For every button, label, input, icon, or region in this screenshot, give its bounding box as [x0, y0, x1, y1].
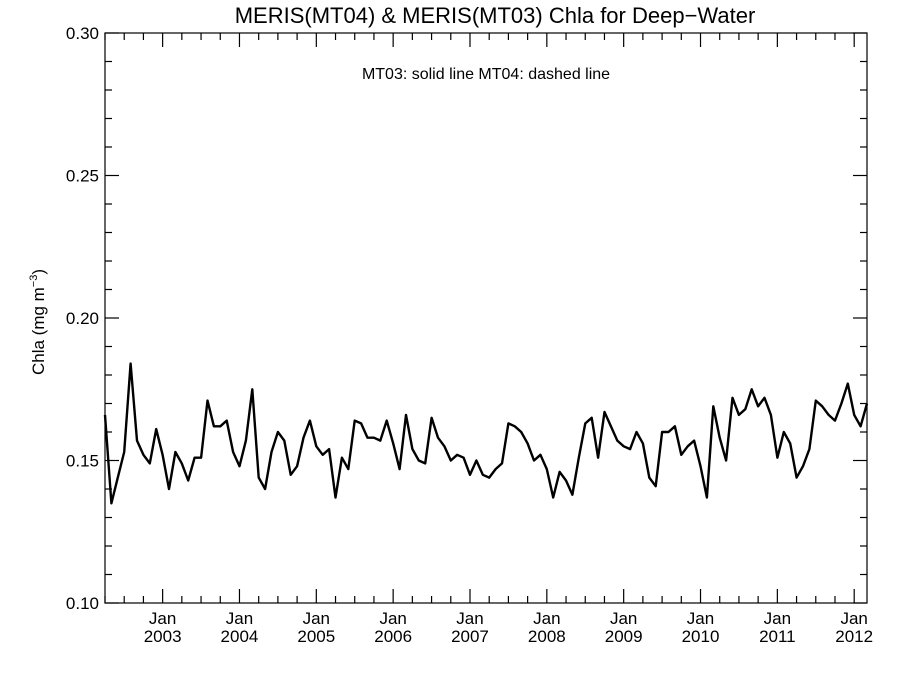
- x-tick-label-month: Jan: [379, 609, 406, 628]
- x-tick-label-month: Jan: [687, 609, 714, 628]
- x-tick-label-month: Jan: [149, 609, 176, 628]
- y-axis: 0.10 0.15 0.20 0.25 0.30: [66, 24, 867, 613]
- x-tick-label-year: 2006: [374, 627, 412, 646]
- legend-annotation: MT03: solid line MT04: dashed line: [362, 66, 610, 83]
- y-tick-label: 0.30: [66, 24, 99, 43]
- y-tick-label: 0.20: [66, 309, 99, 328]
- x-tick-label-month: Jan: [226, 609, 253, 628]
- y-tick-label: 0.25: [66, 167, 99, 186]
- x-axis: Jan2003Jan2004Jan2005Jan2006Jan2007Jan20…: [104, 33, 873, 646]
- y-axis-label-main: Chla (mg m: [29, 287, 48, 375]
- x-tick-label-month: Jan: [303, 609, 330, 628]
- x-tick-label-year: 2011: [759, 627, 796, 646]
- x-tick-label-year: 2009: [605, 627, 643, 646]
- x-tick-label-year: 2008: [528, 627, 566, 646]
- y-axis-label: Chla (mg m−3): [28, 269, 48, 375]
- x-tick-label-year: 2012: [835, 627, 873, 646]
- y-tick-label: 0.10: [66, 594, 99, 613]
- x-tick-label-month: Jan: [840, 609, 867, 628]
- series-line-solid: [103, 362, 869, 505]
- y-axis-label-superscript: −3: [28, 275, 40, 288]
- x-tick-label-month: Jan: [764, 609, 791, 628]
- chart-title: MERIS(MT04) & MERIS(MT03) Chla for Deep−…: [235, 3, 756, 28]
- x-tick-label-month: Jan: [456, 609, 483, 628]
- x-tick-label-year: 2010: [682, 627, 720, 646]
- y-tick-label: 0.15: [66, 452, 99, 471]
- x-tick-label-month: Jan: [610, 609, 637, 628]
- x-tick-label-year: 2003: [144, 627, 182, 646]
- x-tick-label-year: 2007: [451, 627, 489, 646]
- x-tick-label-month: Jan: [533, 609, 560, 628]
- series-group: [103, 362, 869, 505]
- plot-frame: [104, 32, 868, 604]
- x-tick-label-year: 2004: [221, 627, 259, 646]
- y-axis-label-close: ): [29, 269, 48, 275]
- x-tick-label-year: 2005: [297, 627, 335, 646]
